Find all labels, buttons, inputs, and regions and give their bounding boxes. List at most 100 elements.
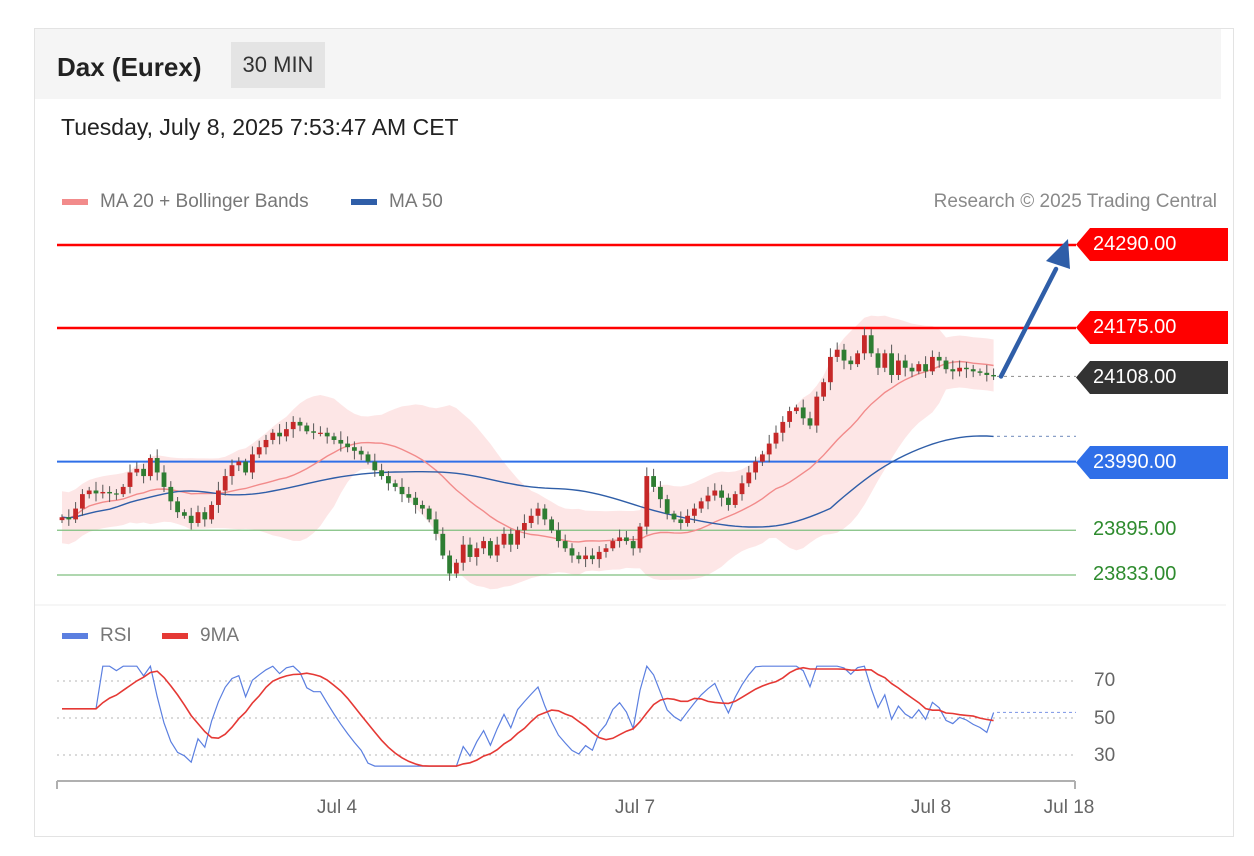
candle xyxy=(923,364,928,372)
candle xyxy=(787,411,792,422)
instrument-title: Dax (Eurex) xyxy=(57,52,202,82)
candle xyxy=(651,476,656,487)
candle xyxy=(562,541,568,549)
candle xyxy=(420,504,425,509)
candle xyxy=(399,486,405,495)
candle xyxy=(896,360,901,375)
candle xyxy=(984,372,990,375)
candle xyxy=(522,523,527,531)
candle xyxy=(256,447,262,455)
candle xyxy=(760,454,765,462)
candle xyxy=(753,461,758,473)
candle xyxy=(780,421,786,433)
candle xyxy=(188,515,194,524)
candle xyxy=(127,472,133,487)
candle xyxy=(556,530,561,542)
candle xyxy=(828,356,833,383)
candle xyxy=(528,515,534,524)
candle xyxy=(86,490,92,495)
candle xyxy=(182,512,187,516)
candle xyxy=(352,447,357,451)
candle xyxy=(73,508,78,520)
candle xyxy=(814,396,820,426)
candle xyxy=(250,454,255,473)
forecast-arrow-head xyxy=(1046,239,1070,269)
candle xyxy=(862,335,867,354)
candle xyxy=(515,530,520,545)
candle xyxy=(243,461,248,473)
level-tag-24290: 24290.00 xyxy=(1076,228,1228,261)
rsi-level-70: 70 xyxy=(1094,670,1116,691)
x-label-jul18: Jul 18 xyxy=(1043,797,1095,818)
candle xyxy=(59,517,65,521)
candle xyxy=(800,407,806,419)
candle xyxy=(345,443,350,448)
candle xyxy=(902,360,908,368)
legend-swatch-ma20 xyxy=(62,199,88,205)
level-label-23895: 23895.00 xyxy=(1093,518,1177,540)
candle xyxy=(766,443,772,455)
candle xyxy=(120,486,126,495)
candle xyxy=(794,407,799,412)
candle xyxy=(583,555,588,560)
research-credit: Research © 2025 Trading Central xyxy=(933,191,1217,212)
candle xyxy=(930,356,935,372)
candle xyxy=(263,439,269,448)
candle xyxy=(644,476,650,527)
candle xyxy=(705,495,711,502)
candle xyxy=(508,533,514,545)
candle xyxy=(692,508,697,516)
candle xyxy=(637,526,643,549)
candle xyxy=(576,555,582,560)
candle xyxy=(304,425,310,432)
candle xyxy=(855,353,860,365)
level-tag-last-price: 24108.00 xyxy=(1076,361,1228,394)
legend-9ma: 9MA xyxy=(162,625,239,647)
candle xyxy=(454,562,459,574)
chart-frame xyxy=(34,28,1234,837)
candle xyxy=(338,439,344,444)
candle xyxy=(277,432,282,437)
legend-label-9ma: 9MA xyxy=(200,625,240,646)
candle xyxy=(488,541,493,556)
candle xyxy=(386,476,391,484)
candle xyxy=(195,512,201,524)
candle xyxy=(222,476,228,491)
candle xyxy=(841,349,847,361)
candle xyxy=(726,497,731,505)
level-tag-24175: 24175.00 xyxy=(1076,311,1228,344)
candle xyxy=(440,533,446,556)
candle xyxy=(739,483,745,495)
candle xyxy=(746,472,752,484)
candle xyxy=(161,472,167,487)
candle xyxy=(474,548,480,557)
candle xyxy=(678,519,684,524)
candle xyxy=(114,493,119,495)
candle xyxy=(685,515,690,524)
legend-label-ma50: MA 50 xyxy=(389,191,443,212)
candle xyxy=(290,421,296,430)
candle xyxy=(318,432,323,434)
candle xyxy=(236,461,242,466)
candle xyxy=(617,537,622,542)
forecast-arrow-shaft xyxy=(998,266,1059,379)
rsi-line xyxy=(62,664,995,767)
candle xyxy=(569,548,575,556)
candle xyxy=(392,483,398,487)
candle xyxy=(916,364,922,372)
candle xyxy=(535,508,541,516)
candle xyxy=(426,508,432,520)
candle xyxy=(882,353,888,368)
candle xyxy=(868,335,874,354)
candle xyxy=(936,356,942,361)
candle xyxy=(610,541,616,549)
candle xyxy=(413,497,418,505)
candle xyxy=(406,494,412,498)
candle xyxy=(875,353,881,368)
candle xyxy=(603,548,609,552)
candle xyxy=(66,517,72,520)
candle xyxy=(549,519,554,531)
candle xyxy=(909,367,915,372)
timeframe-badge[interactable]: 30 MIN xyxy=(231,42,325,88)
